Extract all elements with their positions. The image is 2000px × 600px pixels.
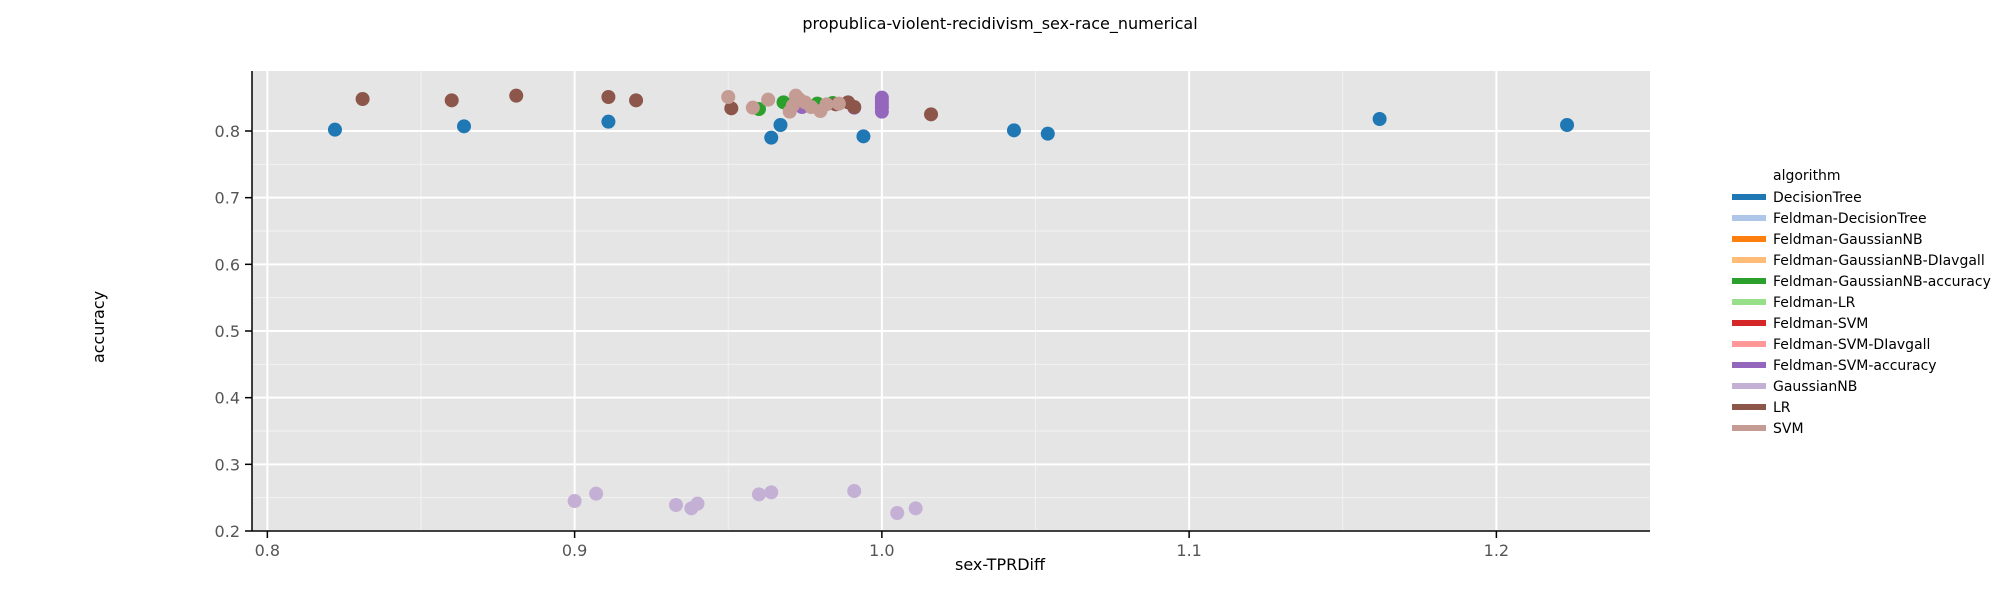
legend-swatch-feldman-lr xyxy=(1732,299,1766,305)
legend: algorithm DecisionTree Feldman-DecisionTr… xyxy=(1732,168,1991,437)
data-point-decisiontree xyxy=(1372,112,1387,126)
x-axis-label: sex-TPRDiff xyxy=(955,555,1046,574)
y-tick-label: 0.2 xyxy=(215,522,240,541)
legend-swatch-feldman-gaussiannb xyxy=(1732,236,1766,242)
data-point-lr xyxy=(444,93,459,108)
x-tick-label: 1.1 xyxy=(1176,541,1201,560)
legend-swatch-feldman-decisiontree xyxy=(1732,215,1766,221)
data-point-lr xyxy=(924,107,939,122)
grid-lines xyxy=(252,71,1650,532)
legend-swatch-feldman-svm-accuracy xyxy=(1732,362,1766,368)
data-point-decisiontree xyxy=(1040,126,1055,141)
data-point-decisiontree xyxy=(457,119,472,134)
data-point-gaussiannb xyxy=(567,494,582,508)
data-point-lr xyxy=(724,101,739,116)
y-tick-label: 0.4 xyxy=(215,389,240,408)
legend-label-svm: SVM xyxy=(1773,421,1804,437)
y-tick-label: 0.3 xyxy=(215,455,240,474)
y-tick-label: 0.7 xyxy=(215,189,240,208)
legend-swatch-svm xyxy=(1732,425,1766,431)
data-point-gaussiannb xyxy=(908,501,923,516)
data-points xyxy=(327,88,1575,520)
data-point-svm xyxy=(819,97,834,112)
data-point-decisiontree xyxy=(773,118,788,132)
data-point-lr xyxy=(847,100,862,114)
y-tick-label: 0.6 xyxy=(215,255,240,274)
data-point-gaussiannb xyxy=(751,487,766,502)
data-point-decisiontree xyxy=(856,129,871,144)
data-point-decisiontree xyxy=(601,114,616,129)
data-point-gaussiannb xyxy=(764,485,779,500)
data-point-lr xyxy=(509,88,524,103)
legend-swatch-gaussiannb xyxy=(1732,383,1766,389)
data-point-svm xyxy=(761,92,776,107)
legend-label-feldman-gaussiannb-diavgall: Feldman-GaussianNB-DIavgall xyxy=(1773,253,1985,269)
legend-swatch-feldman-svm xyxy=(1732,320,1766,326)
legend-label-feldman-svm-diavgall: Feldman-SVM-DIavgall xyxy=(1773,337,1930,353)
legend-label-feldman-gaussiannb: Feldman-GaussianNB xyxy=(1773,232,1923,248)
x-tick-label: 0.9 xyxy=(562,541,587,560)
x-tick-label: 1.0 xyxy=(869,541,894,560)
data-point-decisiontree xyxy=(764,130,779,145)
data-point-gaussiannb xyxy=(589,486,604,501)
x-tick-label: 0.8 xyxy=(255,541,280,560)
legend-label-feldman-gaussiannb-accuracy: Feldman-GaussianNB-accuracy xyxy=(1773,274,1991,290)
data-point-lr xyxy=(355,92,370,106)
legend-label-lr: LR xyxy=(1773,400,1791,416)
legend-swatch-feldman-svm-diavgall xyxy=(1732,341,1766,347)
chart-title: propublica-violent-recidivism_sex-race_n… xyxy=(802,14,1197,34)
data-point-lr xyxy=(629,93,644,108)
axes: 0.8 0.9 1.0 1.1 1.2 0.2 0.3 0.4 0.5 0.6 0.7 0.8 xyxy=(215,71,1650,560)
legend-label-gaussiannb: GaussianNB xyxy=(1773,379,1857,395)
data-point-svm xyxy=(745,100,760,115)
data-point-lr xyxy=(601,90,616,104)
plot-area xyxy=(252,71,1650,531)
y-tick-label: 0.8 xyxy=(215,122,240,141)
data-point-svm xyxy=(721,90,736,104)
data-point-decisiontree xyxy=(1560,118,1575,132)
data-point-svm xyxy=(831,96,846,111)
legend-label-feldman-decisiontree: Feldman-DecisionTree xyxy=(1773,211,1927,227)
legend-label-feldman-lr: Feldman-LR xyxy=(1773,295,1856,311)
legend-title: algorithm xyxy=(1773,168,1841,184)
legend-swatch-feldman-gaussiannb-diavgall xyxy=(1732,257,1766,263)
legend-label-decisiontree: DecisionTree xyxy=(1773,190,1862,206)
y-tick-label: 0.5 xyxy=(215,322,240,341)
data-point-decisiontree xyxy=(327,122,342,137)
data-point-feldman-svm-accuracy xyxy=(874,90,889,105)
legend-swatch-lr xyxy=(1732,404,1766,410)
legend-swatch-feldman-gaussiannb-accuracy xyxy=(1732,278,1766,284)
legend-label-feldman-svm-accuracy: Feldman-SVM-accuracy xyxy=(1773,358,1937,374)
y-axis-label: accuracy xyxy=(89,291,108,363)
data-point-gaussiannb xyxy=(847,484,862,498)
x-tick-label: 1.2 xyxy=(1484,541,1509,560)
legend-swatch-decisiontree xyxy=(1732,194,1766,200)
data-point-gaussiannb xyxy=(669,498,684,512)
data-point-gaussiannb xyxy=(890,506,905,520)
data-point-decisiontree xyxy=(1006,123,1021,138)
data-point-gaussiannb xyxy=(690,496,705,511)
legend-label-feldman-svm: Feldman-SVM xyxy=(1773,316,1868,332)
